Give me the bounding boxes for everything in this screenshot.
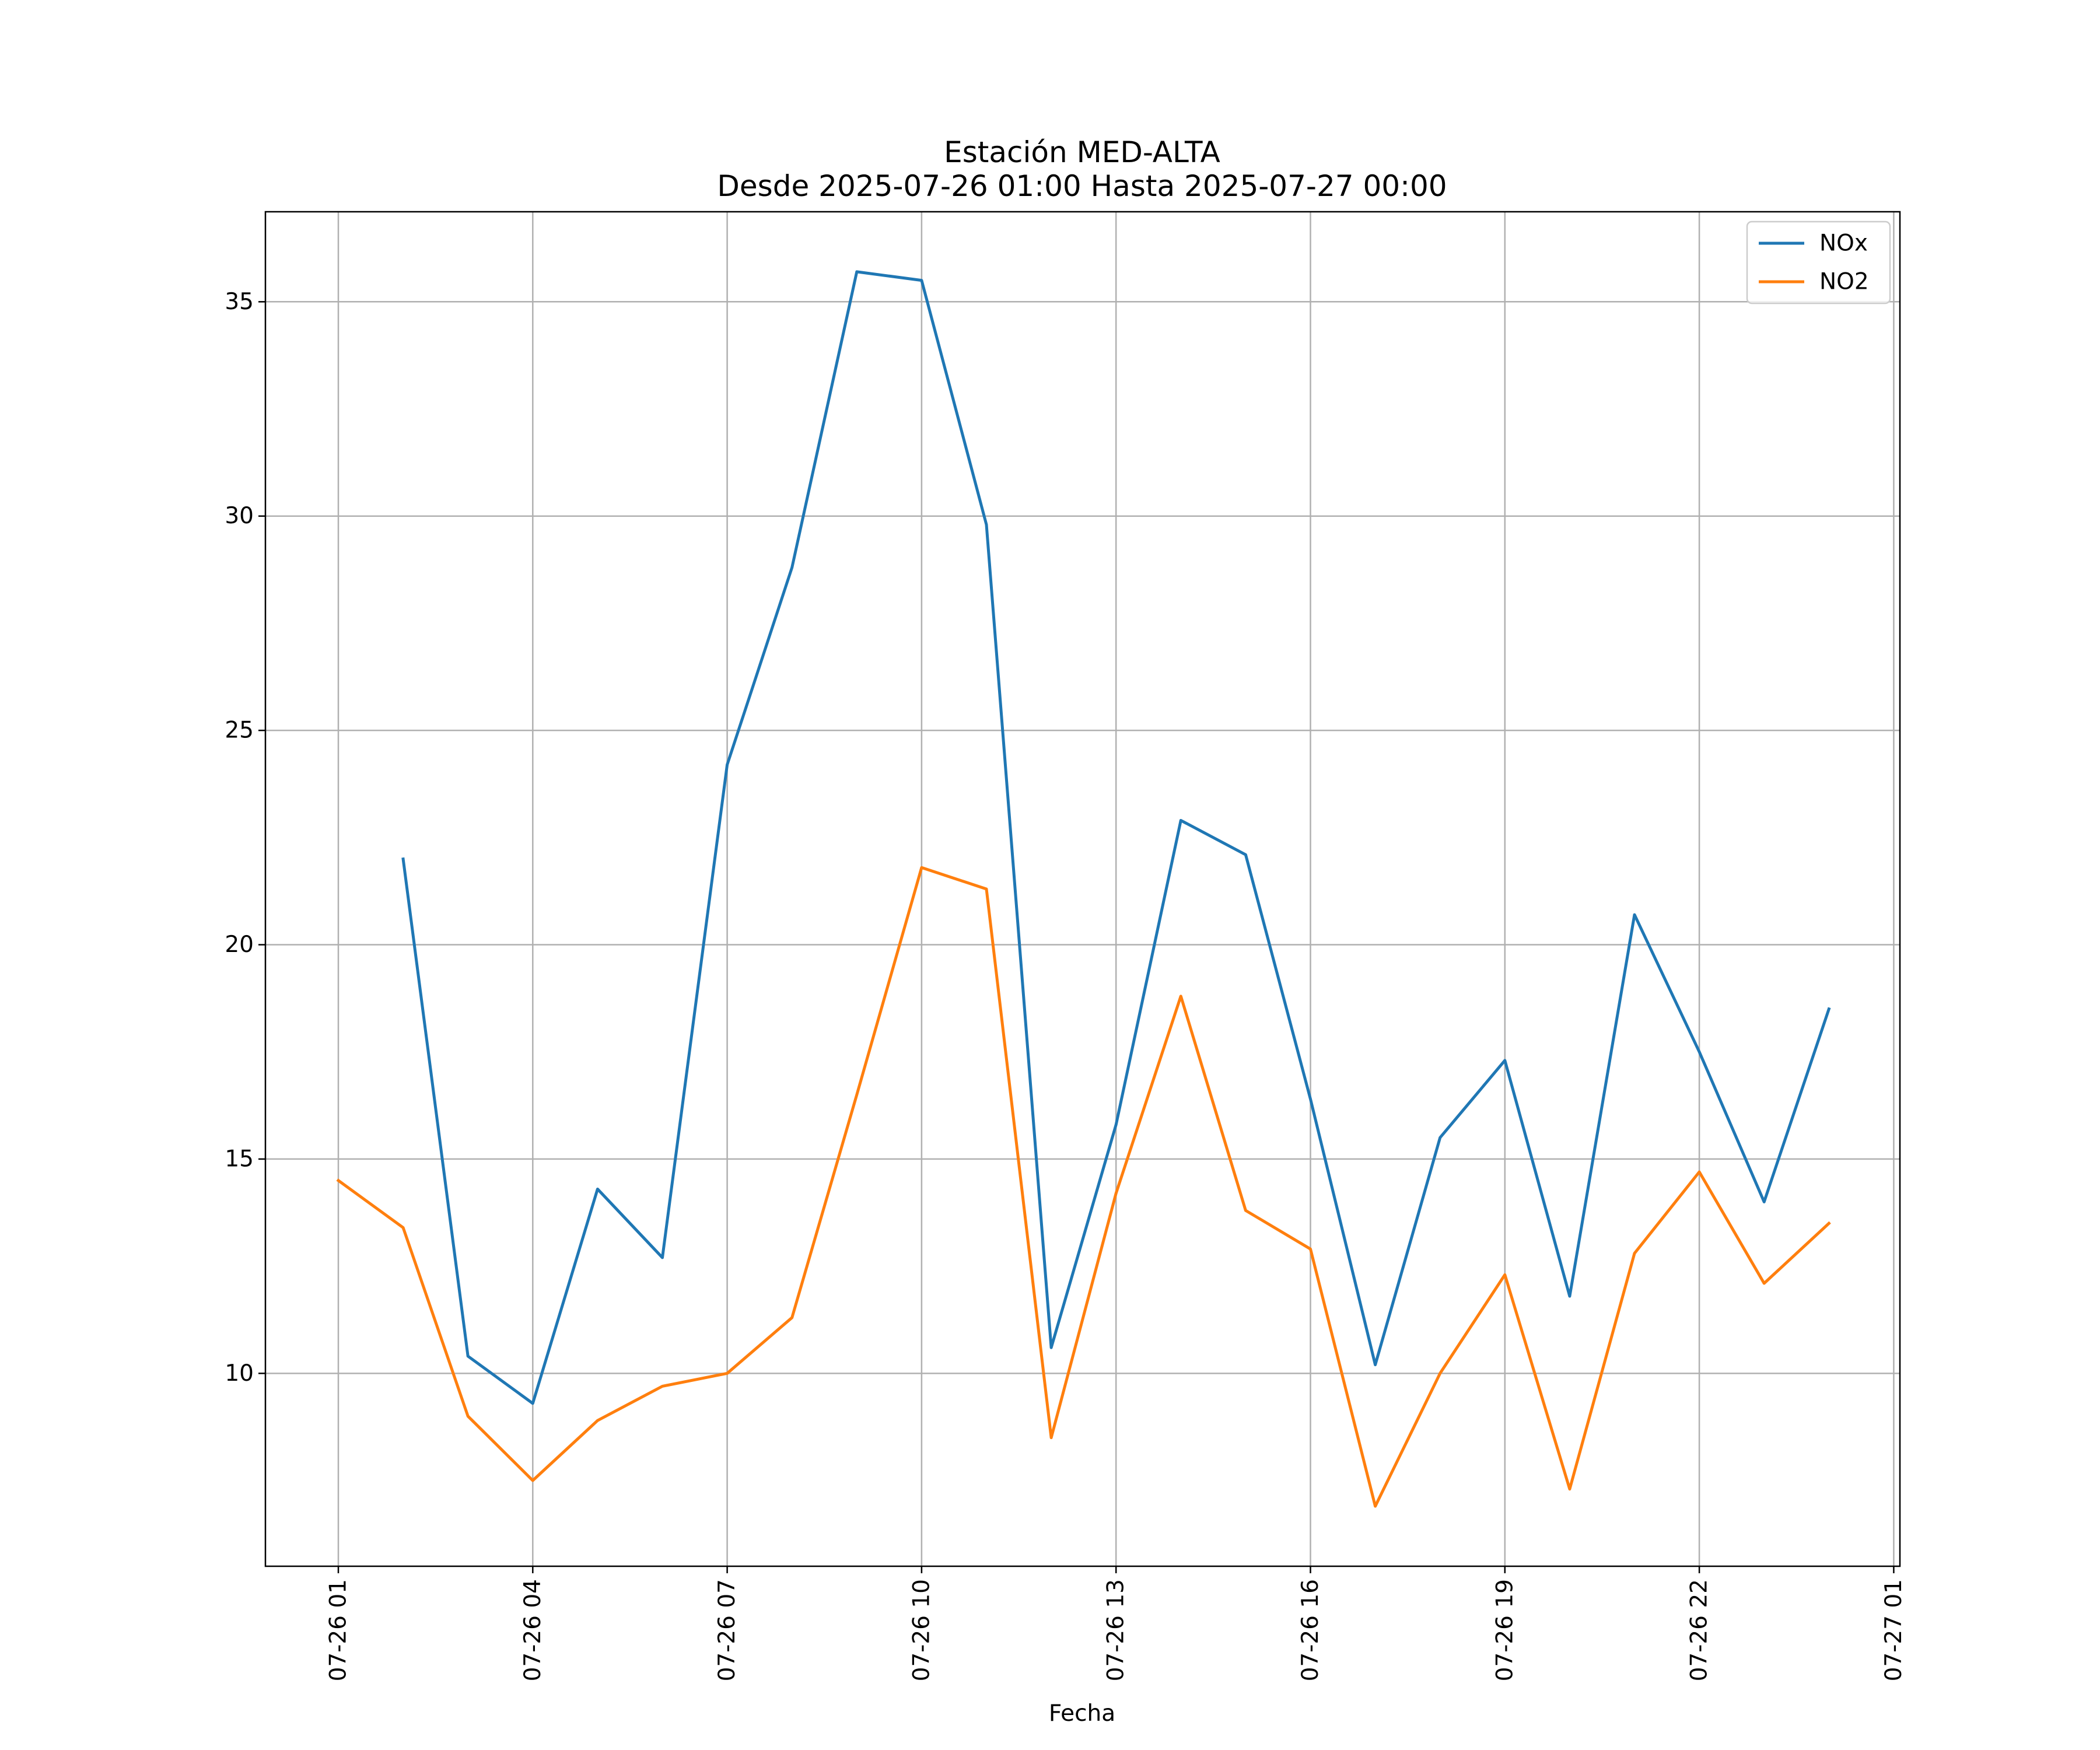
series-line-nox — [401, 270, 1831, 1405]
legend-label-nox: NOx — [1819, 230, 1868, 257]
y-axis: 10 15 20 25 30 35 — [225, 289, 265, 1387]
chart-title: Estación MED-ALTA Desde 2025-07-26 01:00… — [717, 135, 1447, 203]
y-tick-label: 30 — [225, 503, 254, 529]
x-tick-label: 07-26 01 — [326, 1579, 352, 1681]
y-tick-label: 35 — [225, 289, 254, 315]
x-tick-label: 07-27 01 — [1881, 1579, 1907, 1681]
x-tick-label: 07-26 04 — [520, 1579, 546, 1681]
x-tick-label: 07-26 22 — [1686, 1579, 1713, 1681]
grid — [265, 212, 1900, 1566]
x-axis: 07-26 01 07-26 04 07-26 07 07-26 10 07-26 13… — [326, 1566, 1907, 1681]
plot-frame — [264, 211, 1901, 1567]
x-tick-label: 07-26 16 — [1297, 1579, 1324, 1681]
y-tick-label: 15 — [225, 1146, 254, 1172]
chart-title-line-1: Estación MED-ALTA — [944, 135, 1220, 169]
x-tick-label: 07-26 19 — [1492, 1579, 1518, 1681]
chart-title-line-2: Desde 2025-07-26 01:00 Hasta 2025-07-27 … — [717, 169, 1447, 203]
x-tick-label: 07-26 10 — [908, 1579, 935, 1681]
x-tick-label: 07-26 13 — [1103, 1579, 1129, 1681]
legend: NOx NO2 — [1746, 220, 1891, 304]
series-layer — [336, 270, 1831, 1508]
x-axis-label: Fecha — [1049, 1700, 1115, 1727]
series-line-no2 — [336, 866, 1831, 1508]
x-tick-label: 07-26 07 — [714, 1579, 740, 1681]
y-tick-label: 20 — [225, 932, 254, 958]
y-tick-label: 25 — [225, 718, 254, 744]
y-tick-label: 10 — [225, 1360, 254, 1387]
legend-label-no2: NO2 — [1819, 269, 1869, 295]
